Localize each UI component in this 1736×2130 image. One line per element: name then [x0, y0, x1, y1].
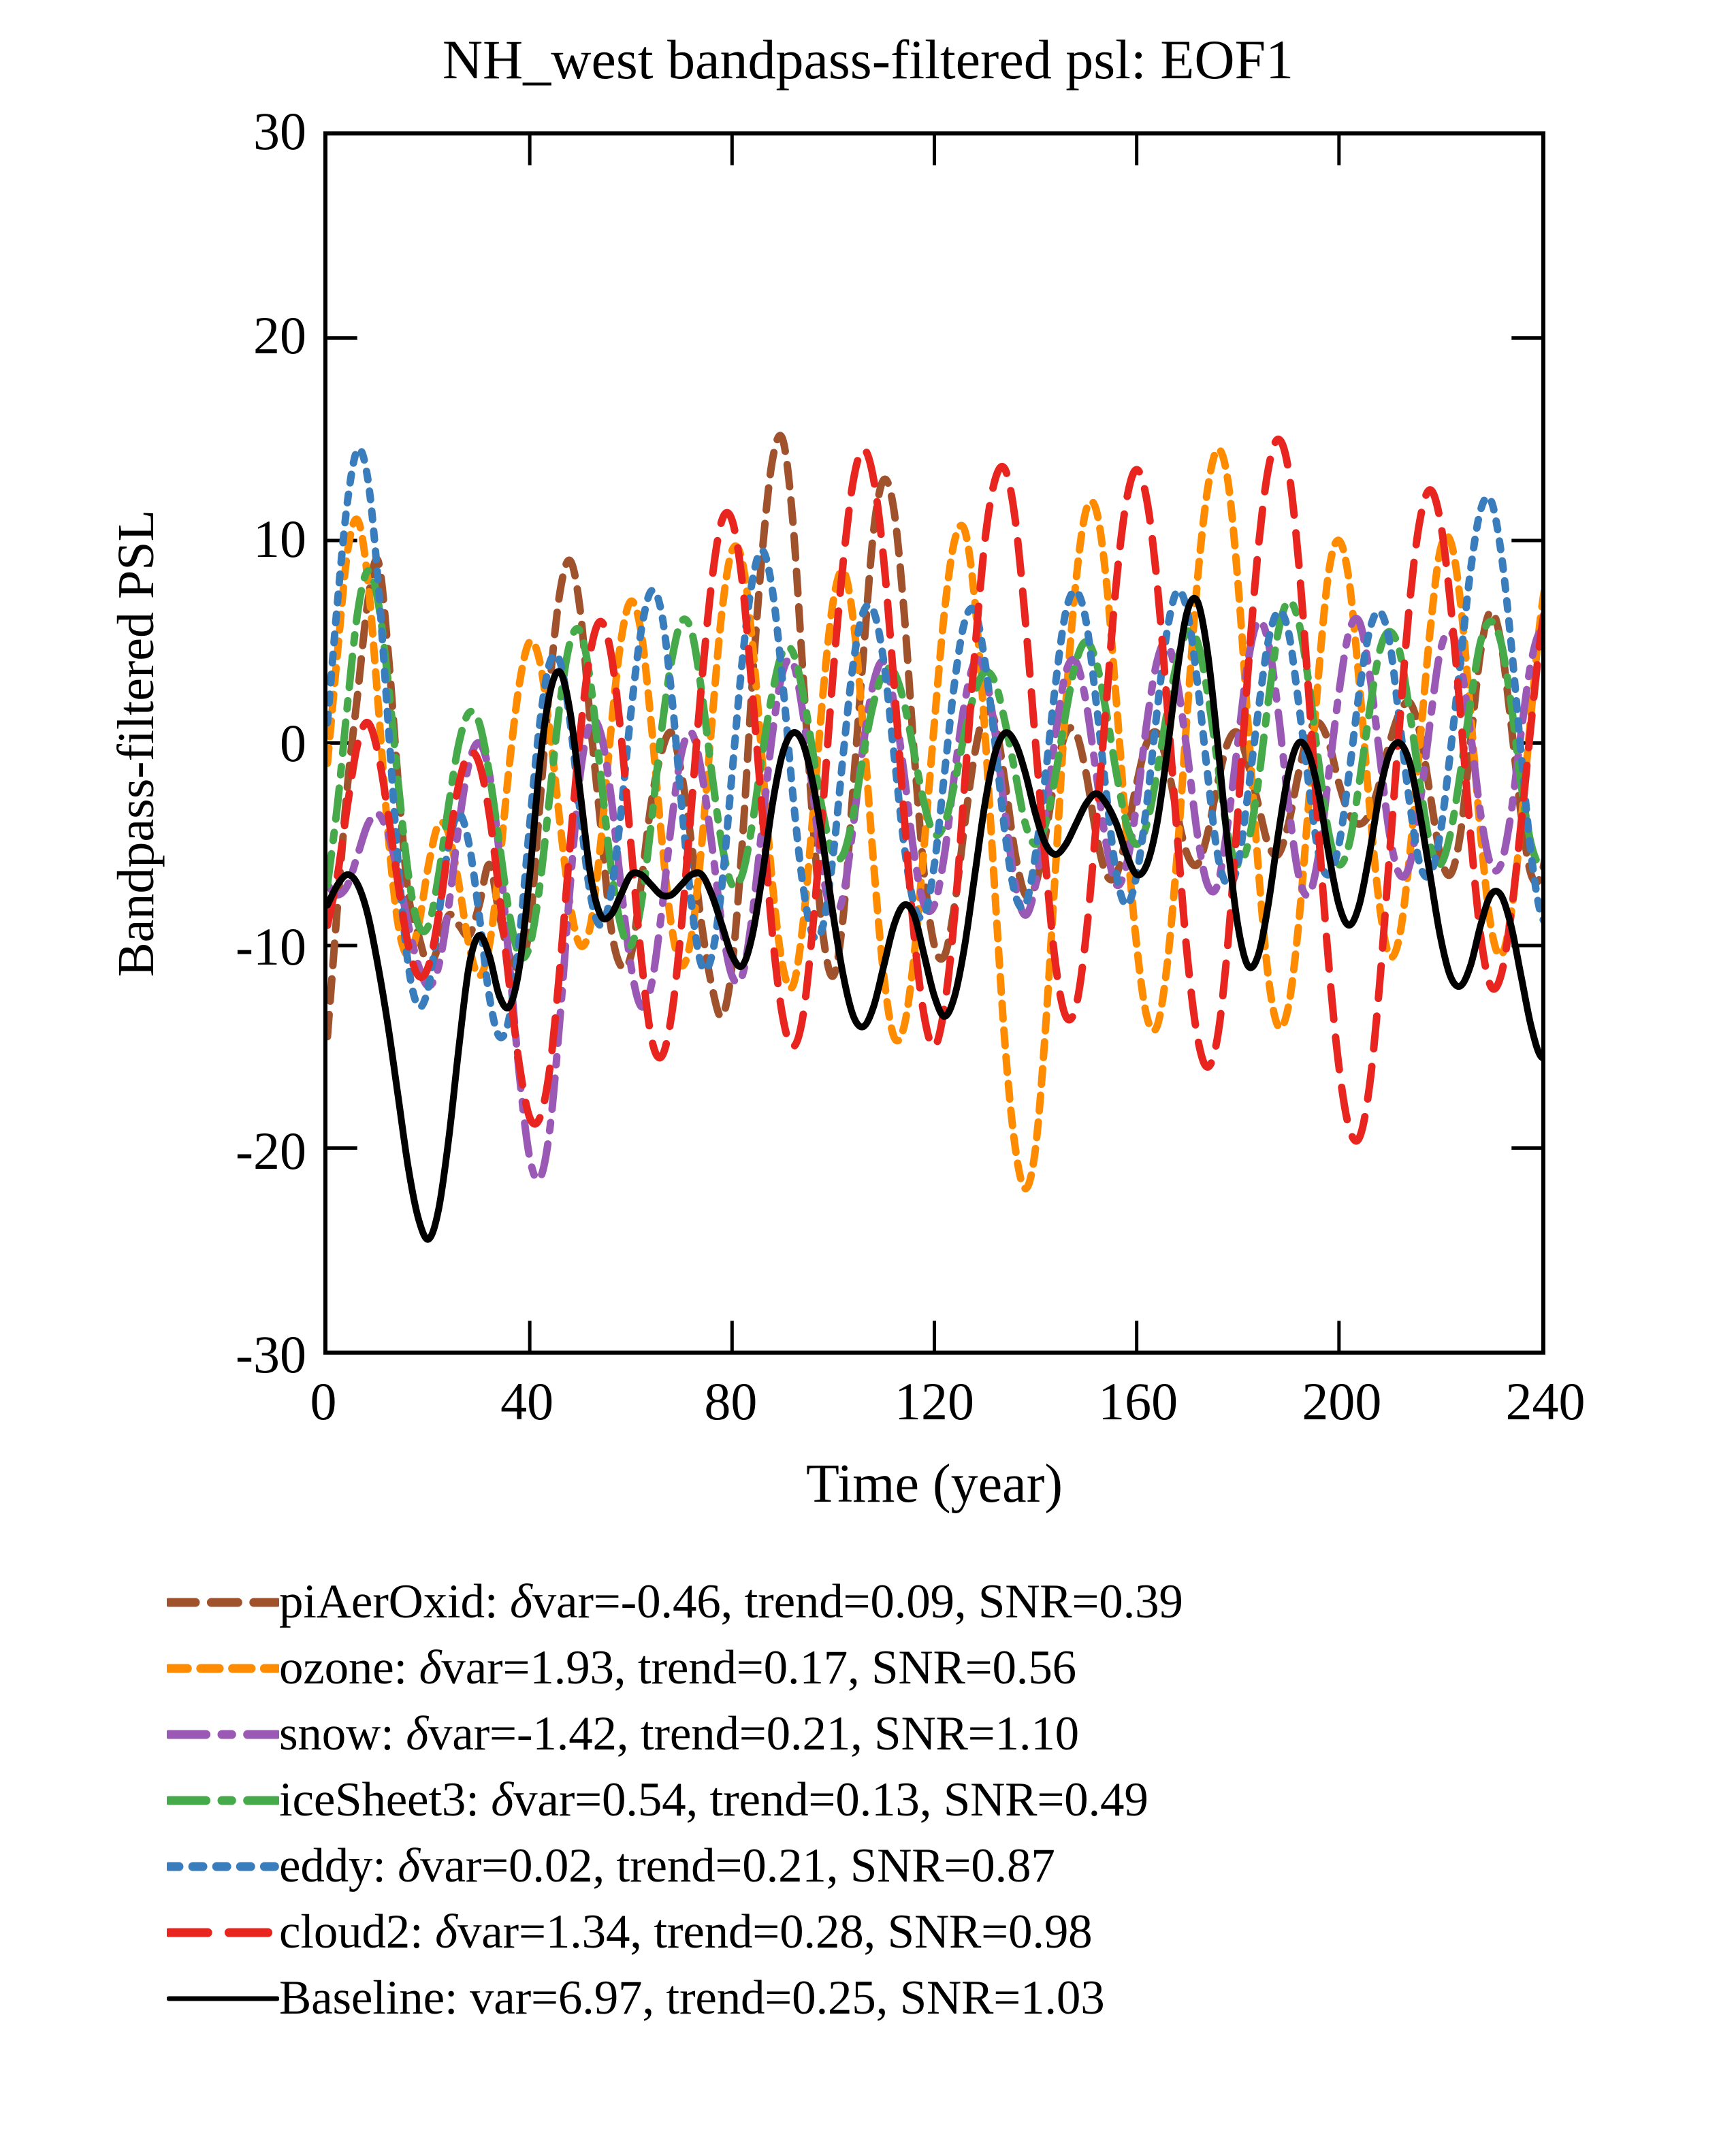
legend-swatch-snow: [167, 1701, 279, 1767]
legend-swatch-icesheet3: [167, 1767, 279, 1833]
series-line-eddy: [327, 445, 1541, 1042]
legend-label-icesheet3: iceSheet3: δvar=0.54, trend=0.13, SNR=0.…: [279, 1767, 1596, 1833]
legend-swatch-ozone: [167, 1635, 279, 1701]
y-axis-ticks: 30 20 10 0 -10 -20 -30: [89, 105, 306, 1381]
chart-legend: piAerOxid: δvar=-0.46, trend=0.09, SNR=0…: [167, 1569, 1596, 2031]
series-line-ozone: [327, 445, 1541, 1193]
x-tick-label: 80: [704, 1372, 758, 1431]
legend-swatch-cloud2: [167, 1899, 279, 1965]
legend-series-name: Baseline:: [279, 1971, 470, 2024]
series-line-piaeroxid: [327, 432, 1541, 1041]
x-tick-label: 120: [895, 1372, 974, 1431]
x-axis-ticks: 0 40 80 120 160 200 240: [310, 1372, 1586, 1443]
delta-symbol: δ: [398, 1839, 421, 1892]
legend-stats: var=6.97, trend=0.25, SNR=1.03: [469, 1971, 1105, 2024]
page-title: NH_west bandpass-filtered psl: EOF1: [442, 29, 1294, 91]
legend-stats: var=1.93, trend=0.17, SNR=0.56: [441, 1641, 1076, 1694]
legend-item-cloud2[interactable]: cloud2: δvar=1.34, trend=0.28, SNR=0.98: [167, 1899, 1596, 1965]
legend-label-ozone: ozone: δvar=1.93, trend=0.17, SNR=0.56: [279, 1635, 1596, 1701]
legend-series-name: piAerOxid:: [279, 1575, 510, 1628]
legend-swatch-piaeroxid: [167, 1569, 279, 1635]
legend-label-piaeroxid: piAerOxid: δvar=-0.46, trend=0.09, SNR=0…: [279, 1569, 1596, 1635]
y-tick-label: 0: [280, 713, 306, 773]
y-tick-label: 20: [253, 305, 306, 365]
legend-item-icesheet3[interactable]: iceSheet3: δvar=0.54, trend=0.13, SNR=0.…: [167, 1767, 1596, 1833]
y-tick-label: 30: [253, 101, 306, 161]
figure-area: Bandpass-filtered PSL 30 20 10 0 -10 -20 -30 0…: [89, 105, 1586, 1515]
legend-series-name: iceSheet3:: [279, 1773, 492, 1826]
y-tick-label: -10: [236, 917, 306, 976]
delta-symbol: δ: [435, 1905, 457, 1958]
series-line-snow: [327, 615, 1541, 1184]
legend-label-cloud2: cloud2: δvar=1.34, trend=0.28, SNR=0.98: [279, 1899, 1596, 1965]
x-tick-label: 0: [310, 1372, 337, 1431]
series-line-cloud2: [327, 435, 1541, 1145]
legend-label-snow: snow: δvar=-1.42, trend=0.21, SNR=1.10: [279, 1701, 1596, 1767]
x-tick-label: 160: [1098, 1372, 1178, 1431]
legend-item-eddy[interactable]: eddy: δvar=0.02, trend=0.21, SNR=0.87: [167, 1833, 1596, 1899]
legend-stats: var=-0.46, trend=0.09, SNR=0.39: [532, 1575, 1183, 1628]
legend-label-eddy: eddy: δvar=0.02, trend=0.21, SNR=0.87: [279, 1833, 1596, 1899]
legend-item-piaeroxid[interactable]: piAerOxid: δvar=-0.46, trend=0.09, SNR=0…: [167, 1569, 1596, 1635]
legend-item-ozone[interactable]: ozone: δvar=1.93, trend=0.17, SNR=0.56: [167, 1635, 1596, 1701]
y-tick-label: 10: [253, 509, 306, 568]
x-tick-label: 200: [1302, 1372, 1382, 1431]
legend-stats: var=0.54, trend=0.13, SNR=0.49: [513, 1773, 1148, 1826]
x-tick-label: 40: [500, 1372, 554, 1431]
legend-stats: var=-1.42, trend=0.21, SNR=1.10: [428, 1707, 1079, 1760]
legend-series-name: snow:: [279, 1707, 406, 1760]
legend-stats: var=1.34, trend=0.28, SNR=0.98: [457, 1905, 1093, 1958]
legend-item-snow[interactable]: snow: δvar=-1.42, trend=0.21, SNR=1.10: [167, 1701, 1596, 1767]
legend-series-name: ozone:: [279, 1641, 419, 1694]
plot-lines-svg: [327, 135, 1541, 1351]
legend-series-name: eddy:: [279, 1839, 398, 1892]
legend-series-name: cloud2:: [279, 1905, 436, 1958]
x-axis-title: Time (year): [806, 1454, 1063, 1514]
y-tick-label: -30: [236, 1325, 306, 1384]
delta-symbol: δ: [509, 1575, 532, 1628]
legend-swatch-eddy: [167, 1833, 279, 1899]
legend-stats: var=0.02, trend=0.21, SNR=0.87: [420, 1839, 1055, 1892]
x-tick-label: 240: [1505, 1372, 1586, 1431]
series-line-baseline: [327, 594, 1541, 1243]
delta-symbol: δ: [491, 1773, 514, 1826]
legend-item-baseline[interactable]: Baseline: var=6.97, trend=0.25, SNR=1.03: [167, 1965, 1596, 2031]
y-tick-label: -20: [236, 1120, 306, 1180]
legend-swatch-baseline: [167, 1965, 279, 2031]
series-line-icesheet3: [327, 567, 1541, 962]
delta-symbol: δ: [419, 1641, 442, 1694]
delta-symbol: δ: [406, 1707, 428, 1760]
plot-area: [323, 131, 1545, 1355]
legend-label-baseline: Baseline: var=6.97, trend=0.25, SNR=1.03: [279, 1965, 1596, 2031]
